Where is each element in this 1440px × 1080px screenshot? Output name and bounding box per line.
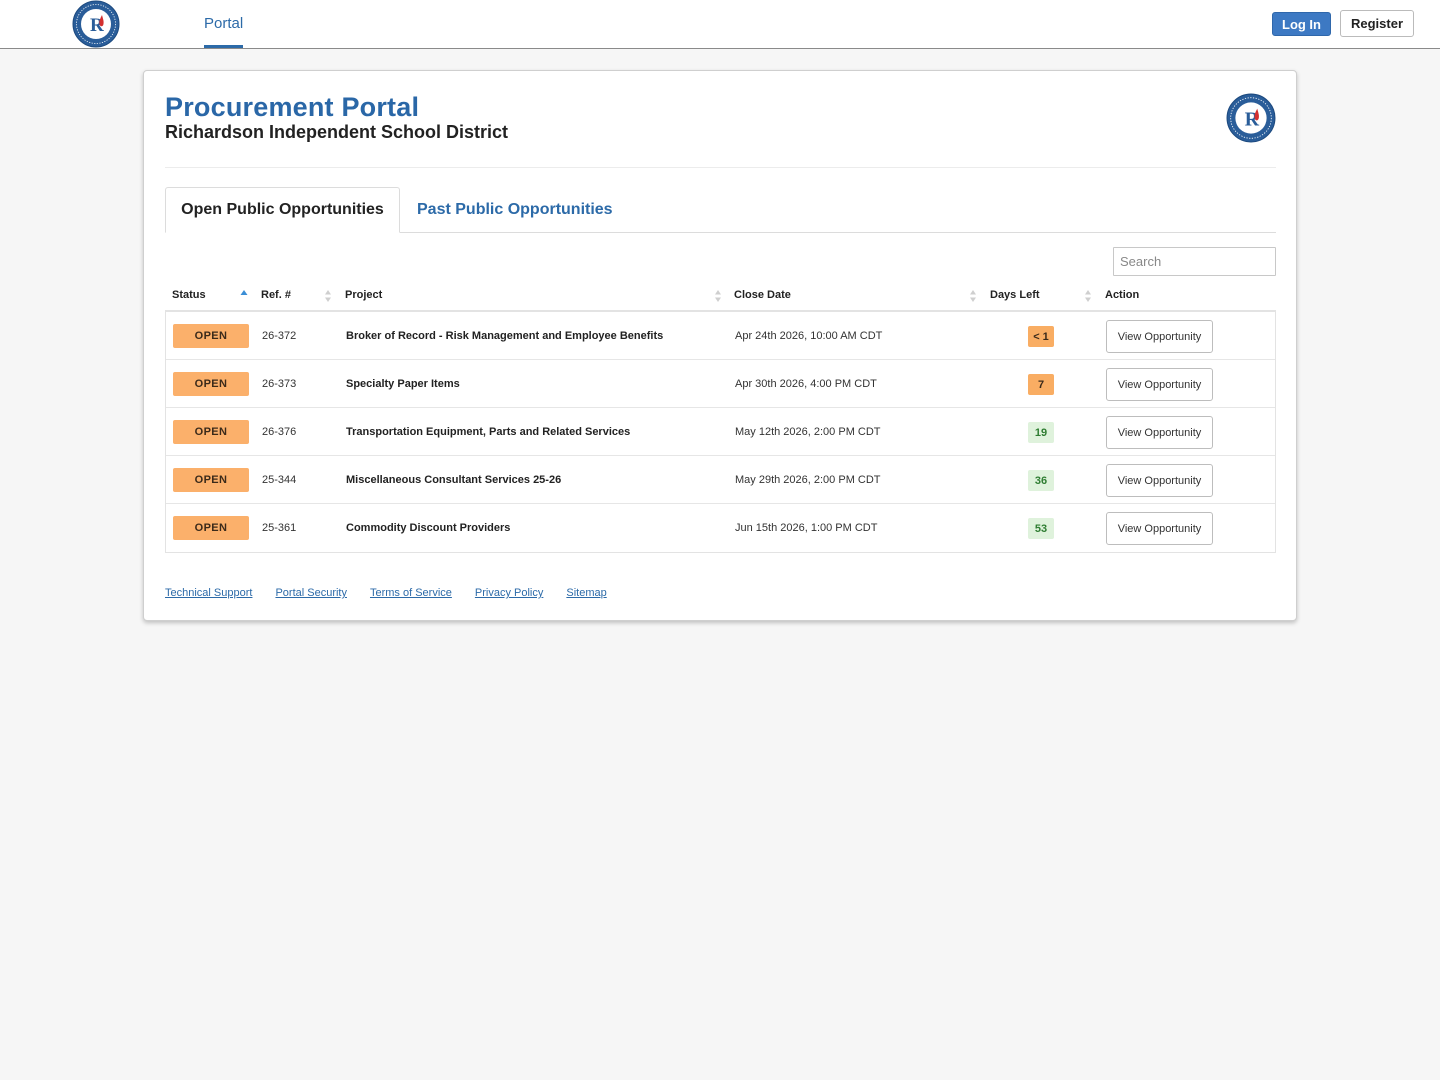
sort-icon[interactable] bbox=[714, 289, 722, 303]
close-date: Apr 30th 2026, 4:00 PM CDT bbox=[735, 378, 877, 390]
view-opportunity-button[interactable]: View Opportunity bbox=[1106, 368, 1213, 401]
tab-open-opportunities[interactable]: Open Public Opportunities bbox=[165, 187, 400, 233]
project-name: Transportation Equipment, Parts and Rela… bbox=[346, 426, 631, 438]
sort-icon[interactable] bbox=[324, 289, 332, 303]
ref-number: 26-376 bbox=[262, 426, 297, 438]
status-badge: OPEN bbox=[173, 516, 249, 540]
status-badge: OPEN bbox=[173, 468, 249, 492]
project-name: Specialty Paper Items bbox=[346, 378, 460, 390]
top-navbar: R Portal Log In Register bbox=[0, 0, 1440, 49]
close-date: May 29th 2026, 2:00 PM CDT bbox=[735, 474, 881, 486]
status-badge: OPEN bbox=[173, 420, 249, 444]
column-header-close-date[interactable]: Close Date bbox=[734, 289, 791, 301]
footer-link-privacy-policy[interactable]: Privacy Policy bbox=[474, 587, 544, 599]
page-title: Procurement Portal bbox=[165, 92, 420, 122]
close-date: Apr 24th 2026, 10:00 AM CDT bbox=[735, 330, 883, 342]
register-button[interactable]: Register bbox=[1340, 10, 1414, 37]
days-left-badge: 36 bbox=[1028, 470, 1054, 491]
footer-link-terms-of-service[interactable]: Terms of Service bbox=[369, 587, 452, 599]
ref-number: 26-373 bbox=[262, 378, 297, 390]
close-date: Jun 15th 2026, 1:00 PM CDT bbox=[735, 522, 878, 534]
ref-number: 25-344 bbox=[262, 474, 297, 486]
page-subtitle: Richardson Independent School District bbox=[165, 122, 509, 142]
footer-links: Technical Support Portal Security Terms … bbox=[165, 587, 630, 603]
days-left-badge: < 1 bbox=[1028, 326, 1054, 347]
table-row: OPEN 25-361 Commodity Discount Providers… bbox=[166, 504, 1275, 552]
column-header-ref[interactable]: Ref. # bbox=[261, 289, 291, 301]
close-date: May 12th 2026, 2:00 PM CDT bbox=[735, 426, 881, 438]
view-opportunity-button[interactable]: View Opportunity bbox=[1106, 416, 1213, 449]
column-header-action: Action bbox=[1105, 289, 1140, 301]
portal-card: Procurement Portal Richardson Independen… bbox=[143, 70, 1297, 621]
tab-past-opportunities[interactable]: Past Public Opportunities bbox=[417, 201, 613, 218]
footer-link-technical-support[interactable]: Technical Support bbox=[165, 587, 253, 599]
table-header: Status Ref. # Project Close Date Days Le… bbox=[165, 279, 1276, 312]
column-header-status[interactable]: Status bbox=[172, 289, 206, 301]
table-row: OPEN 26-373 Specialty Paper Items Apr 30… bbox=[166, 360, 1275, 408]
project-name: Miscellaneous Consultant Services 25-26 bbox=[346, 474, 562, 486]
search-input[interactable] bbox=[1113, 247, 1276, 276]
days-left-badge: 7 bbox=[1028, 374, 1054, 395]
sort-icon[interactable] bbox=[1084, 289, 1092, 303]
column-header-days-left[interactable]: Days Left bbox=[990, 289, 1040, 301]
status-badge: OPEN bbox=[173, 372, 249, 396]
days-left-badge: 19 bbox=[1028, 422, 1054, 443]
ref-number: 25-361 bbox=[262, 522, 297, 534]
table-row: OPEN 26-376 Transportation Equipment, Pa… bbox=[166, 408, 1275, 456]
table-row: OPEN 26-372 Broker of Record - Risk Mana… bbox=[166, 312, 1275, 360]
view-opportunity-button[interactable]: View Opportunity bbox=[1106, 512, 1213, 545]
sort-ascending-icon[interactable] bbox=[240, 289, 248, 303]
view-opportunity-button[interactable]: View Opportunity bbox=[1106, 320, 1213, 353]
ref-number: 26-372 bbox=[262, 330, 297, 342]
status-badge: OPEN bbox=[173, 324, 249, 348]
days-left-badge: 53 bbox=[1028, 518, 1054, 539]
project-name: Commodity Discount Providers bbox=[346, 522, 511, 534]
column-header-project[interactable]: Project bbox=[345, 289, 383, 301]
district-logo-icon[interactable]: R bbox=[72, 0, 120, 48]
footer-link-sitemap[interactable]: Sitemap bbox=[566, 587, 607, 599]
login-button[interactable]: Log In bbox=[1272, 12, 1331, 36]
project-name: Broker of Record - Risk Management and E… bbox=[346, 330, 664, 342]
table-row: OPEN 25-344 Miscellaneous Consultant Ser… bbox=[166, 456, 1275, 504]
opportunities-table: OPEN 26-372 Broker of Record - Risk Mana… bbox=[165, 312, 1276, 553]
nav-portal-link[interactable]: Portal bbox=[204, 0, 244, 48]
sort-icon[interactable] bbox=[969, 289, 977, 303]
header-divider bbox=[165, 167, 1276, 168]
footer-link-portal-security[interactable]: Portal Security bbox=[275, 587, 347, 599]
district-seal-icon: R bbox=[1226, 93, 1276, 143]
opportunity-tabs: Open Public Opportunities Past Public Op… bbox=[165, 187, 1276, 233]
view-opportunity-button[interactable]: View Opportunity bbox=[1106, 464, 1213, 497]
